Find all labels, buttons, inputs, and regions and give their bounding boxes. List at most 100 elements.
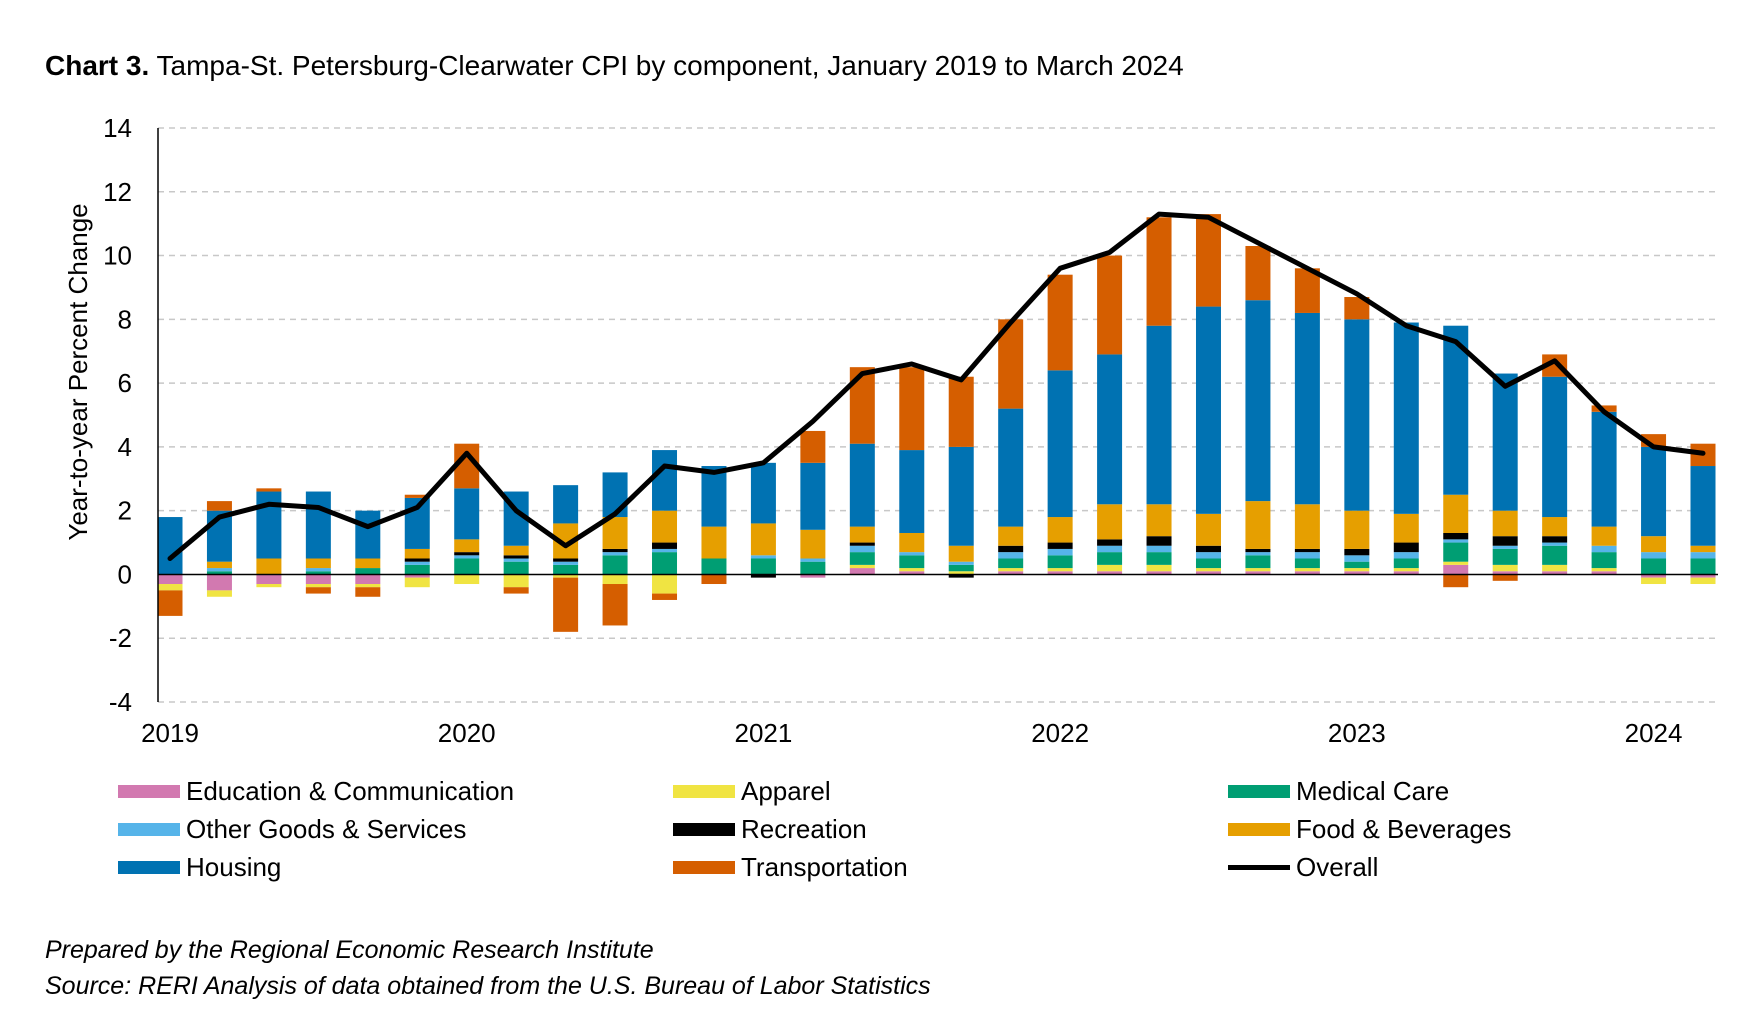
bar-segment — [1690, 545, 1716, 553]
bar-segment — [1542, 376, 1568, 518]
bar-segment — [602, 574, 628, 585]
bar-segment — [1443, 561, 1469, 565]
bar-segment — [256, 488, 282, 492]
bar-segment — [899, 532, 925, 553]
bar-segment — [1294, 268, 1320, 313]
bar-segment — [1591, 545, 1617, 553]
bar-segment — [849, 552, 875, 565]
bar-segment — [157, 574, 183, 585]
bar-segment — [948, 561, 974, 565]
y-tick-label: 4 — [118, 432, 132, 462]
bar-segment — [1542, 542, 1568, 546]
bar-segment — [1542, 536, 1568, 543]
bar-segment — [1294, 568, 1320, 572]
bar-segment — [1245, 555, 1271, 569]
bar-segment — [206, 501, 232, 511]
bar-segment — [800, 462, 826, 530]
y-tick-label: -2 — [109, 623, 132, 653]
bar-segment — [1195, 552, 1221, 559]
bar-segment — [701, 466, 727, 527]
bar-segment — [998, 526, 1024, 546]
bar-segment — [1146, 552, 1172, 565]
bar-segment — [849, 443, 875, 527]
legend-item: Medical Care — [1228, 776, 1449, 807]
bar-segment — [553, 577, 579, 632]
bar-segment — [998, 558, 1024, 569]
bar-segment — [503, 545, 529, 556]
bar-segment — [998, 568, 1024, 572]
bar-segment — [1344, 561, 1370, 569]
bar-segment — [1492, 574, 1518, 581]
bar-segment — [800, 558, 826, 562]
y-tick-label: 0 — [118, 559, 132, 589]
footer: Prepared by the Regional Economic Resear… — [45, 932, 931, 1004]
legend-color-swatch — [673, 861, 735, 874]
bar-stacks — [157, 214, 1716, 632]
bar-segment — [1097, 571, 1123, 575]
legend-line-swatch — [1228, 865, 1290, 870]
bar-segment — [256, 558, 282, 575]
bar-segment — [1641, 558, 1667, 575]
bar-segment — [1097, 354, 1123, 505]
bar-segment — [1047, 571, 1073, 575]
bar-segment — [1492, 373, 1518, 511]
bar-segment — [750, 574, 776, 578]
bar-segment — [454, 539, 480, 553]
bar-segment — [1294, 548, 1320, 553]
y-tick-label: 8 — [118, 304, 132, 334]
bar-segment — [849, 568, 875, 575]
legend-color-swatch — [1228, 823, 1290, 836]
bar-segment — [1591, 526, 1617, 546]
bar-segment — [1393, 552, 1419, 559]
y-axis-label: Year-to-year Percent Change — [63, 203, 93, 540]
bar-segment — [1294, 552, 1320, 559]
bar-segment — [1443, 574, 1469, 588]
bar-segment — [1195, 306, 1221, 514]
bar-segment — [503, 558, 529, 562]
bar-segment — [849, 526, 875, 543]
bar-segment — [750, 523, 776, 556]
x-tick-label: 2024 — [1625, 718, 1683, 748]
bar-segment — [454, 552, 480, 556]
bar-segment — [1393, 568, 1419, 572]
chart-title: Chart 3. Tampa-St. Petersburg-Clearwater… — [45, 50, 1184, 82]
bar-segment — [1047, 548, 1073, 556]
bar-segment — [1443, 532, 1469, 540]
bar-segment — [899, 571, 925, 575]
bar-segment — [652, 510, 678, 543]
bar-segment — [1443, 325, 1469, 495]
bar-segment — [602, 555, 628, 575]
legend: Education & Communication Apparel Medical … — [118, 776, 1718, 896]
bar-segment — [206, 590, 232, 597]
bar-segment — [206, 568, 232, 572]
bar-segment — [404, 561, 430, 565]
bar-segment — [800, 529, 826, 559]
bar-segment — [1344, 571, 1370, 575]
bar-segment — [652, 593, 678, 600]
bar-segment — [305, 568, 331, 572]
legend-label: Food & Beverages — [1296, 814, 1512, 844]
bar-segment — [355, 584, 381, 588]
bar-segment — [1195, 568, 1221, 572]
bar-segment — [1393, 513, 1419, 543]
bar-segment — [1443, 542, 1469, 562]
bar-segment — [1393, 322, 1419, 514]
legend-item: Transportation — [673, 852, 908, 883]
bar-segment — [602, 517, 628, 549]
bar-segment — [1146, 325, 1172, 505]
bar-segment — [206, 574, 232, 591]
bar-segment — [750, 462, 776, 524]
overall-line-layer — [167, 211, 1706, 561]
bar-segment — [1542, 571, 1568, 575]
x-tick-label: 2023 — [1328, 718, 1386, 748]
x-tick-label: 2021 — [734, 718, 792, 748]
bar-segment — [454, 558, 480, 575]
bar-segment — [948, 376, 974, 447]
bar-segment — [1097, 539, 1123, 546]
bar-segment — [602, 548, 628, 553]
bar-segment — [652, 552, 678, 575]
bar-segment — [1344, 548, 1370, 556]
bar-segment — [503, 574, 529, 588]
bar-segment — [404, 494, 430, 498]
bar-segment — [553, 485, 579, 524]
